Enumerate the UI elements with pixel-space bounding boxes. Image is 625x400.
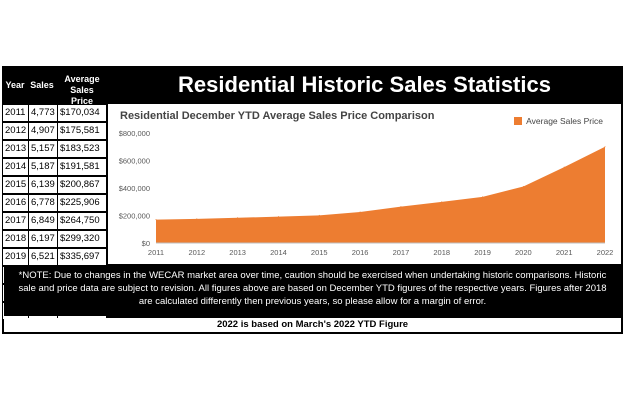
x-tick-label: 2017 <box>393 248 410 257</box>
area-chart: $0 $200,000 $400,000 $600,000 $800,000 2011 20… <box>119 129 614 257</box>
data-point <box>237 217 239 219</box>
x-tick-label: 2011 <box>148 248 164 257</box>
x-tick-label: 2013 <box>229 248 246 257</box>
sales-cell: 4,907 <box>29 123 57 139</box>
x-tick-label: 2022 <box>597 248 614 257</box>
x-tick-label: 2019 <box>474 248 491 257</box>
data-point <box>277 216 279 218</box>
y-tick-label: $400,000 <box>119 184 150 193</box>
page-title: Residential Historic Sales Statistics <box>108 68 621 102</box>
x-tick-label: 2016 <box>352 248 369 257</box>
data-point <box>400 206 402 208</box>
x-tick-label: 2015 <box>311 248 328 257</box>
price-cell: $225,906 <box>58 195 106 211</box>
disclaimer-note: *NOTE: Due to changes in the WECAR marke… <box>4 266 621 316</box>
year-cell: 2014 <box>3 159 28 175</box>
data-point <box>522 186 524 188</box>
table-row: 2011 4,773 $170,034 <box>2 105 107 122</box>
table-row: 2013 5,157 $183,523 <box>2 141 107 158</box>
price-cell: $335,697 <box>58 249 106 265</box>
price-cell: $200,867 <box>58 177 106 193</box>
data-point <box>604 146 606 148</box>
y-tick-label: $0 <box>142 239 150 248</box>
x-tick-label: 2021 <box>556 248 573 257</box>
sales-cell: 5,157 <box>29 141 57 157</box>
year-cell: 2013 <box>3 141 28 157</box>
y-tick-label: $200,000 <box>119 212 150 221</box>
footer-note: 2022 is based on March's 2022 YTD Figure <box>4 318 621 332</box>
table-row: 2012 4,907 $175,581 <box>2 123 107 140</box>
x-tick-label: 2014 <box>270 248 287 257</box>
price-cell: $170,034 <box>58 105 106 121</box>
x-tick-label: 2020 <box>515 248 532 257</box>
table-row: 2014 5,187 $191,581 <box>2 159 107 176</box>
year-cell: 2011 <box>3 105 28 121</box>
sales-cell: 6,778 <box>29 195 57 211</box>
sales-cell: 6,197 <box>29 231 57 247</box>
chart-panel: $0 $200,000 $400,000 $600,000 $800,000 2011 20… <box>108 104 621 264</box>
data-point <box>318 214 320 216</box>
data-point <box>563 166 565 168</box>
data-point <box>196 218 198 220</box>
year-cell: 2019 <box>3 249 28 265</box>
x-tick-label: 2018 <box>433 248 450 257</box>
price-cell: $264,750 <box>58 213 106 229</box>
sales-cell: 6,849 <box>29 213 57 229</box>
y-tick-label: $800,000 <box>119 129 150 138</box>
sales-cell: 6,139 <box>29 177 57 193</box>
table-row: 2016 6,778 $225,906 <box>2 195 107 212</box>
x-tick-label: 2012 <box>188 248 205 257</box>
price-cell: $175,581 <box>58 123 106 139</box>
sales-header: Sales <box>30 80 54 90</box>
sales-cell: 6,521 <box>29 249 57 265</box>
year-cell: 2015 <box>3 177 28 193</box>
year-header: Year <box>5 80 25 90</box>
data-point <box>155 219 157 221</box>
year-cell: 2017 <box>3 213 28 229</box>
year-cell: 2012 <box>3 123 28 139</box>
table-header: Year Sales Average Sales Price <box>2 68 107 106</box>
table-row: 2017 6,849 $264,750 <box>2 213 107 230</box>
price-cell: $299,320 <box>58 231 106 247</box>
legend-label: Average Sales Price <box>526 116 603 126</box>
data-point <box>359 211 361 213</box>
table-row: 2018 6,197 $299,320 <box>2 231 107 248</box>
table-row: 2015 6,139 $200,867 <box>2 177 107 194</box>
chart-title: Residential December YTD Average Sales P… <box>120 110 435 122</box>
sales-cell: 4,773 <box>29 105 57 121</box>
sales-cell: 5,187 <box>29 159 57 175</box>
legend-swatch <box>514 117 523 125</box>
year-cell: 2016 <box>3 195 28 211</box>
price-cell: $191,581 <box>58 159 106 175</box>
year-cell: 2018 <box>3 231 28 247</box>
area-series <box>156 146 605 243</box>
price-cell: $183,523 <box>58 141 106 157</box>
table-row: 2019 6,521 $335,697 <box>2 249 107 266</box>
y-tick-label: $600,000 <box>119 157 150 166</box>
data-point <box>441 201 443 203</box>
price-header: Average Sales Price <box>64 74 100 106</box>
chart-legend: Average Sales Price <box>514 116 603 126</box>
data-point <box>482 196 484 198</box>
